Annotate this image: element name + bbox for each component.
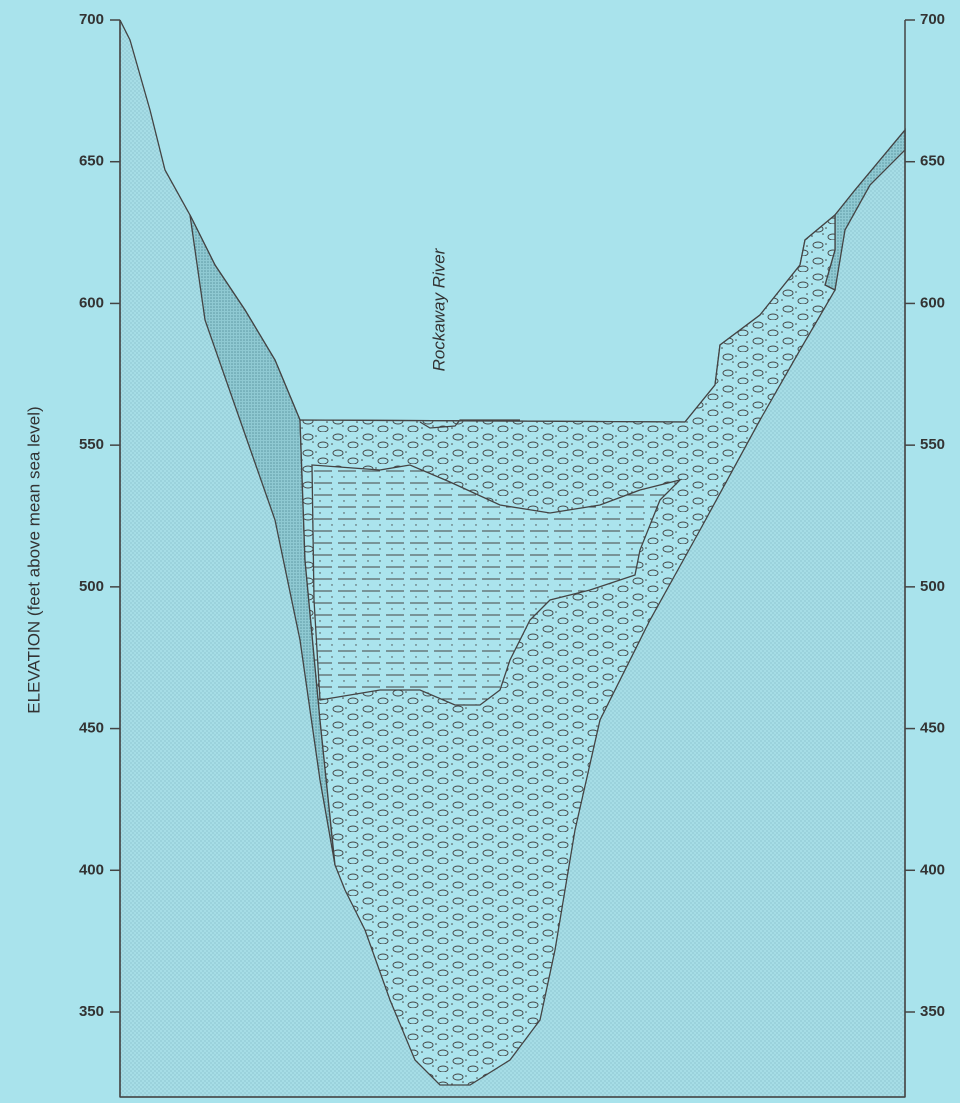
tick-label: 450 [920, 720, 945, 737]
layers [120, 20, 905, 1097]
tick-label: 600 [79, 294, 104, 311]
river-label: Rockaway River [429, 247, 448, 371]
tick-label: 400 [920, 861, 945, 878]
tick-label: 650 [79, 153, 104, 170]
tick-label: 350 [79, 1003, 104, 1020]
tick-label: 500 [920, 578, 945, 595]
tick-label: 600 [920, 294, 945, 311]
tick-label: 400 [79, 861, 104, 878]
tick-label: 550 [79, 436, 104, 453]
tick-label: 700 [79, 11, 104, 28]
tick-label: 550 [920, 436, 945, 453]
tick-label: 500 [79, 578, 104, 595]
tick-label: 700 [920, 11, 945, 28]
cross-section: ELEVATION (feet above mean sea level) Ro… [0, 0, 960, 1103]
tick-label: 450 [79, 720, 104, 737]
tick-label: 650 [920, 153, 945, 170]
tick-label: 350 [920, 1003, 945, 1020]
axis-label: ELEVATION (feet above mean sea level) [24, 406, 43, 713]
